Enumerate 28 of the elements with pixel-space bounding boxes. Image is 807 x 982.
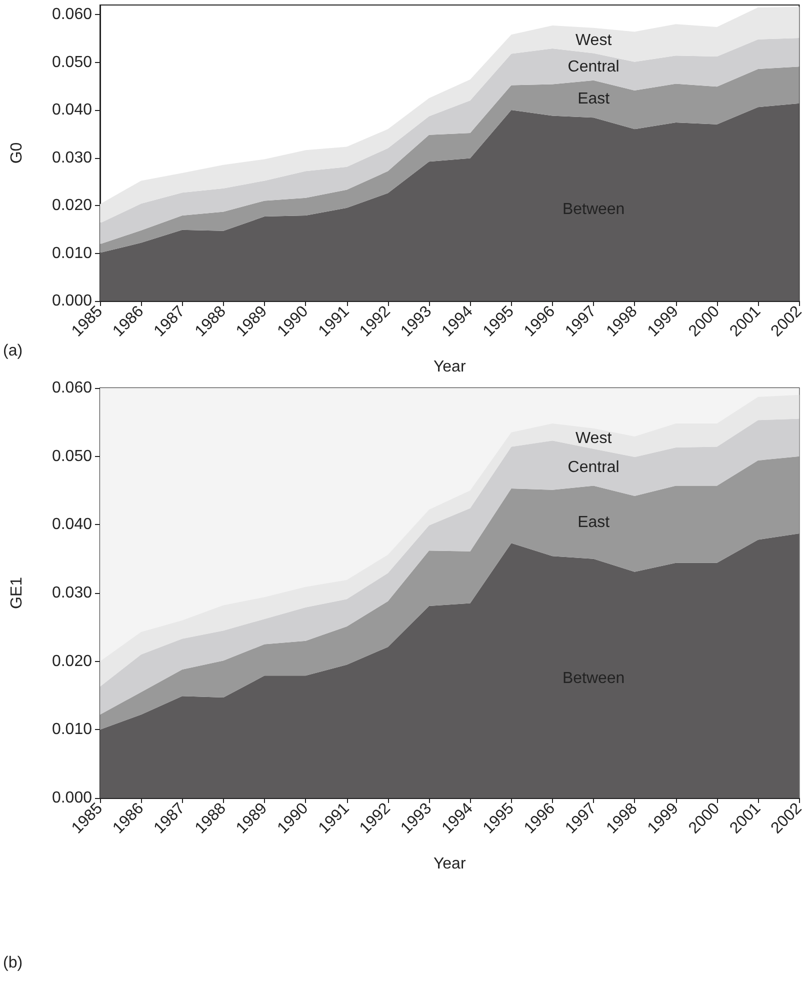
y-tick-label: 0.000	[52, 790, 92, 806]
series-label: Between	[562, 670, 625, 687]
x-axis-title: Year	[433, 856, 466, 872]
y-tick-label: 0.010	[52, 244, 92, 262]
y-axis-title: GE1	[8, 576, 26, 610]
series-label: East	[578, 514, 610, 531]
series-label: Central	[568, 58, 620, 76]
y-tick-label: 0.030	[52, 584, 92, 602]
y-tick-label: 0.020	[52, 197, 92, 214]
y-tick-label: 0.060	[52, 380, 92, 396]
y-tick-label: 0.020	[52, 652, 92, 670]
series-label: East	[578, 90, 610, 108]
y-tick-label: 0.040	[52, 102, 92, 119]
y-tick-label: 0.060	[52, 6, 92, 24]
series-label: West	[575, 430, 612, 448]
y-tick-label: 0.040	[52, 516, 92, 534]
y-tick-label: 0.050	[52, 54, 92, 71]
series-label: Central	[568, 458, 620, 476]
x-axis-title: Year	[433, 358, 466, 376]
text: (a)	[3, 342, 23, 360]
y-tick-label: 0.050	[52, 448, 92, 465]
text: (b)	[3, 954, 23, 972]
y-tick-label: 0.030	[52, 149, 92, 166]
y-axis-title: G0	[8, 142, 26, 164]
series-label: West	[575, 32, 612, 50]
y-tick-label: 0.000	[52, 292, 92, 310]
series-label: Between	[562, 200, 625, 218]
y-tick-label: 0.010	[52, 721, 92, 738]
